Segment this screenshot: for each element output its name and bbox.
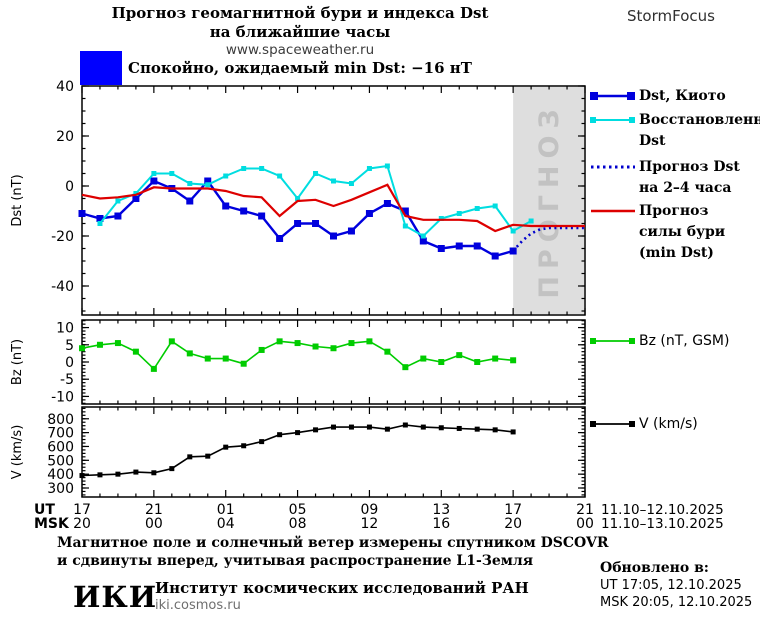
legend-label: (min Dst) [639,245,714,261]
brand-stormfocus: StormFocus [627,7,715,25]
x-tick-label: 12 [361,516,379,532]
y-tick-label: -5 [60,372,74,388]
iki-site-link[interactable]: iki.cosmos.ru [155,598,241,613]
v-legend-marker [590,421,635,427]
date-range-label: 11.10–12.10.2025 [601,502,724,518]
dst-forecast-dotted-line [512,226,585,252]
y-tick-label: 600 [47,439,74,455]
x-tick-label: 00 [145,516,163,532]
y-tick-label: 20 [56,129,74,145]
y-tick-label: 0 [65,355,74,371]
legend-storm-forecast: Прогноз силы бури (min Dst) [590,201,725,264]
forecast-region-label: ПРОГНОЗ [534,102,565,298]
legend-label: Dst, Киото [639,88,726,104]
updated-msk: MSK 20:05, 12.10.2025 [600,595,753,610]
dst-kyoto-legend-marker [590,92,635,100]
date-range-label: 11.10–13.10.2025 [601,516,724,532]
page-title: Прогноз геомагнитной бури и индекса Dst … [20,4,580,59]
legend-label: силы бури [639,224,726,240]
x-tick-label: 09 [361,502,379,518]
storm-status-label: Спокойно, ожидаемый min Dst: −16 нТ [128,59,472,77]
y-tick-label: 700 [47,426,74,442]
y-tick-label: 800 [47,412,74,428]
y-tick-label: 500 [47,453,74,469]
legend-restored-dst: Восстановленный Dst [590,110,760,152]
storm-forecast-line [81,183,585,233]
y-tick-label: 40 [56,79,74,95]
x-tick-label: 08 [289,516,307,532]
iki-logo: ИКИ [73,580,158,614]
x-axis-row-label: MSK [34,516,70,532]
legend-label: Прогноз [639,203,709,219]
x-tick-label: 01 [217,502,235,518]
dscovr-note-line-1: Магнитное поле и солнечный ветер измерен… [57,535,609,551]
legend-v: V (km/s) [590,414,698,435]
legend-label: Bz (nT, GSM) [639,333,730,349]
spaceweather-link[interactable]: www.spaceweather.ru [225,42,375,58]
x-axis-row-label: UT [34,502,55,518]
x-tick-label: 17 [504,502,522,518]
forecast-region [513,87,584,314]
storm-status-swatch [80,51,122,85]
legend-dst-forecast: Прогноз Dst на 2–4 часа [590,157,740,199]
y-tick-label: 0 [65,179,74,195]
title-line-1: Прогноз геомагнитной бури и индекса Dst [111,4,489,22]
legend-dst-kyoto: Dst, Киото [590,86,726,107]
legend-label: на 2–4 часа [639,180,732,196]
x-tick-label: 21 [576,502,594,518]
dscovr-note-line-2: и сдвинуты вперед, учитывая распростране… [57,553,534,569]
y-tick-label: 10 [56,321,74,337]
dst-forecast-legend-marker [591,165,635,169]
title-line-2: на ближайшие часы [209,23,391,41]
x-tick-label: 16 [432,516,450,532]
y-tick-label: 300 [47,481,74,497]
bz-legend-marker [590,338,635,344]
legend-label: Прогноз Dst [639,159,740,175]
storm-forecast-legend-marker [591,209,635,213]
y-axis-title: Bz (nT) [10,339,25,385]
y-axis-title: Dst (nT) [10,174,25,226]
legend-label: Восстановленный [639,112,760,128]
x-tick-label: 21 [145,502,163,518]
x-tick-label: 20 [73,516,91,532]
restored-dst-legend-marker [590,117,635,123]
x-tick-label: 17 [73,502,91,518]
updated-block: Обновлено в: UT 17:05, 12.10.2025 MSK 20… [600,560,752,611]
y-tick-label: -20 [51,229,74,245]
y-tick-label: -10 [51,389,74,405]
updated-label: Обновлено в: [600,560,709,576]
legend-label: V (km/s) [639,416,698,432]
institute-name: Институт космических исследований РАН [155,579,529,597]
x-tick-label: 04 [217,516,235,532]
y-tick-label: -40 [51,279,74,295]
x-tick-label: 13 [432,502,450,518]
legend-bz: Bz (nT, GSM) [590,331,729,352]
updated-ut: UT 17:05, 12.10.2025 [600,578,742,593]
dst-kyoto-line [81,179,514,258]
x-tick-label: 05 [289,502,307,518]
legend-label: Dst [639,133,666,149]
x-tick-label: 00 [576,516,594,532]
y-tick-label: 400 [47,467,74,483]
y-axis-title: V (km/s) [10,425,25,480]
y-tick-label: 5 [65,338,74,354]
x-tick-label: 20 [504,516,522,532]
